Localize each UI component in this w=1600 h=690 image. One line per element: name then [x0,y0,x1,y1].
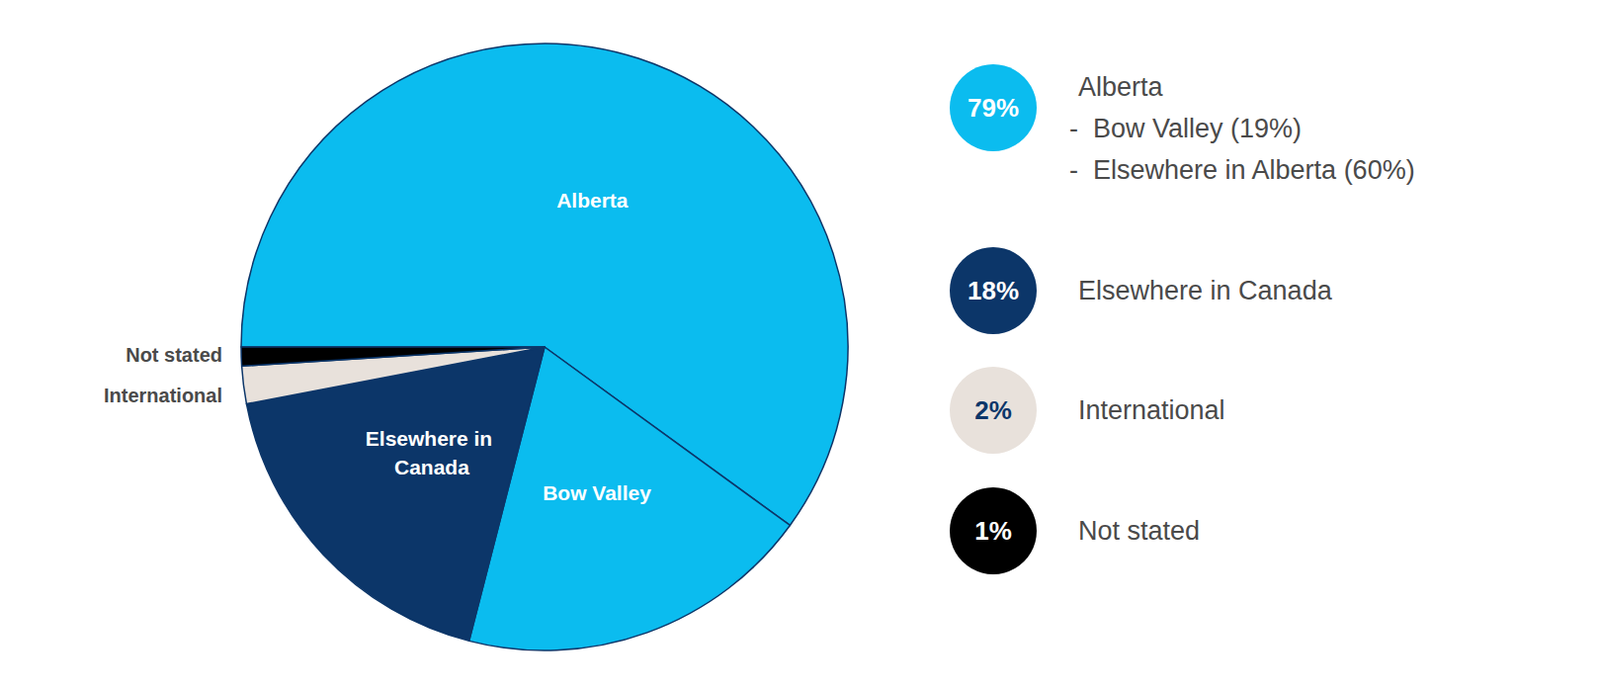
svg-text:Elsewhere in: Elsewhere in [365,426,499,450]
svg-text:1%: 1% [974,515,1012,546]
svg-text:79%: 79% [967,92,1019,123]
svg-text:Elsewhere in Canada: Elsewhere in Canada [1078,275,1334,306]
svg-text:Bow Valley: Bow Valley [542,481,652,505]
svg-text:- Bow Valley (19%): - Bow Valley (19%) [1069,113,1302,144]
svg-text:18%: 18% [967,275,1019,306]
svg-text:- Elsewhere in Alberta (60%): - Elsewhere in Alberta (60%) [1069,155,1416,185]
svg-text:Not stated: Not stated [1078,515,1200,546]
svg-text:International: International [103,384,223,407]
svg-text:International: International [1078,395,1226,425]
svg-text:Not stated: Not stated [125,343,223,366]
svg-text:Alberta: Alberta [556,188,629,212]
svg-text:Alberta: Alberta [1078,72,1165,102]
svg-text:2%: 2% [974,395,1012,425]
svg-text:Canada: Canada [394,455,470,479]
